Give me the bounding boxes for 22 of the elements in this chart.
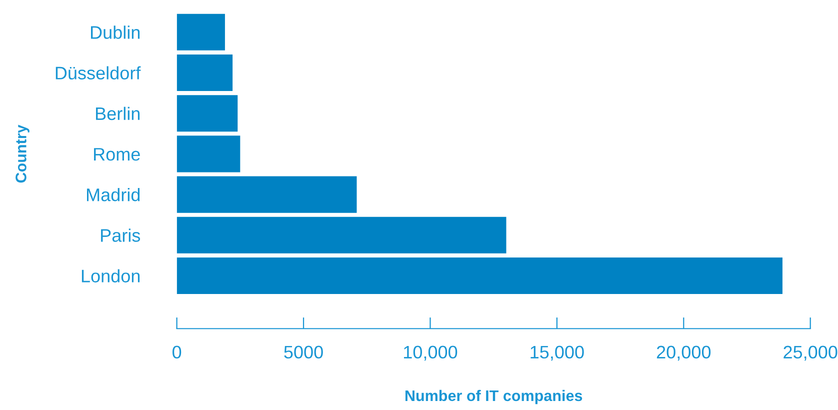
bar (176, 176, 357, 213)
x-tick-label: 0 (172, 346, 182, 359)
x-tick-label: 25,000 (784, 346, 838, 361)
y-axis-title: Country (16, 124, 30, 183)
bar (176, 136, 240, 172)
x-tick-label: 20,000 (656, 346, 711, 361)
y-tick-label: Dublin (91, 26, 140, 39)
bar (176, 14, 225, 50)
bar (176, 216, 506, 254)
bar (176, 257, 782, 294)
x-tick-label: 5000 (284, 346, 323, 359)
x-tick-label: 15,000 (530, 346, 584, 361)
y-tick-label: Düsseldorf (56, 66, 141, 80)
y-tick-label: London (82, 269, 140, 282)
x-tick-label: 10,000 (404, 346, 458, 361)
y-tick-label: Madrid (87, 188, 140, 202)
y-tick-label: Berlin (96, 106, 140, 120)
y-tick-label: Paris (101, 228, 140, 242)
y-tick-label: Rome (94, 148, 140, 161)
bar (176, 95, 238, 132)
bar (176, 54, 233, 92)
x-axis-title: Number of IT companies (405, 390, 582, 404)
